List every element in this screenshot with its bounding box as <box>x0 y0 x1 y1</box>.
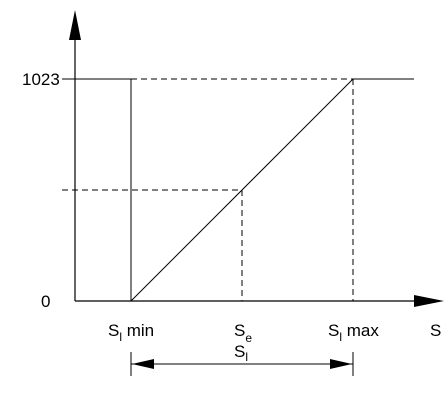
span-arrow-left <box>132 359 154 369</box>
tick-sl-max: Sl max <box>328 321 379 344</box>
y-axis-arrow <box>69 10 81 40</box>
tick-sl-min: Sl min <box>108 321 154 344</box>
x-axis-label: S <box>430 321 441 340</box>
x-axis-arrow <box>414 295 444 307</box>
span-arrow-right <box>330 359 352 369</box>
span-label: Sl <box>234 342 248 364</box>
y-label-max: 1023 <box>22 70 60 89</box>
y-label-zero: 0 <box>41 292 50 311</box>
